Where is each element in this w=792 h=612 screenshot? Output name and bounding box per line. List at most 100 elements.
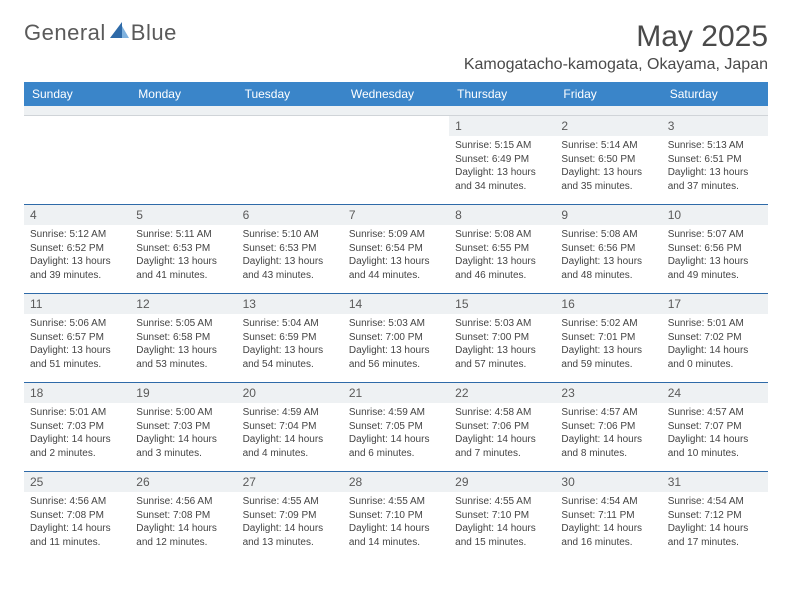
sunset-line: Sunset: 7:03 PM <box>30 420 124 434</box>
sunset-line: Sunset: 7:11 PM <box>561 509 655 523</box>
calendar-cell: 12Sunrise: 5:05 AMSunset: 6:58 PMDayligh… <box>130 294 236 382</box>
sunset-line: Sunset: 7:00 PM <box>349 331 443 345</box>
day-number: 12 <box>130 294 236 314</box>
calendar-week: 4 Sunrise: 5:12 AMSunset: 6:52 PM Daylight… <box>24 205 768 294</box>
sunset-line: Sunset: 6:56 PM <box>668 242 762 256</box>
daylight-line-2: and 59 minutes. <box>561 358 655 372</box>
sunrise-line: Sunrise: 5:15 AM <box>455 139 549 153</box>
daylight-line-1: Daylight: 13 hours <box>243 255 337 269</box>
daylight-line-1: Daylight: 14 hours <box>30 522 124 536</box>
day-number: 2 <box>555 116 661 136</box>
calendar-cell: 5Sunrise: 5:11 AMSunset: 6:53 PMDaylight… <box>130 205 236 293</box>
sunset-line: Sunset: 7:09 PM <box>243 509 337 523</box>
calendar-cell: . <box>130 116 236 204</box>
weekday-header: Sunday Monday Tuesday Wednesday Thursday… <box>24 82 768 106</box>
day-number: 21 <box>343 383 449 403</box>
sunrise-line: Sunrise: 4:55 AM <box>243 495 337 509</box>
daylight-line-2: and 12 minutes. <box>136 536 230 550</box>
calendar-cell: 18Sunrise: 5:01 AMSunset: 7:03 PMDayligh… <box>24 383 130 471</box>
month-title: May 2025 <box>464 20 768 54</box>
calendar-week: 25Sunrise: 4:56 AMSunset: 7:08 PMDayligh… <box>24 472 768 560</box>
day-number: 24 <box>662 383 768 403</box>
day-number: 14 <box>343 294 449 314</box>
calendar-cell: 19Sunrise: 5:00 AMSunset: 7:03 PMDayligh… <box>130 383 236 471</box>
daylight-line-1: Daylight: 14 hours <box>455 522 549 536</box>
daylight-line-2: and 57 minutes. <box>455 358 549 372</box>
daylight-line-1: Daylight: 13 hours <box>349 255 443 269</box>
sunset-line: Sunset: 7:00 PM <box>455 331 549 345</box>
sunrise-line: Sunrise: 5:02 AM <box>561 317 655 331</box>
daylight-line-2: and 54 minutes. <box>243 358 337 372</box>
daylight-line-1: Daylight: 13 hours <box>243 344 337 358</box>
calendar-cell: 25Sunrise: 4:56 AMSunset: 7:08 PMDayligh… <box>24 472 130 560</box>
day-number: 17 <box>662 294 768 314</box>
calendar-cell: 20Sunrise: 4:59 AMSunset: 7:04 PMDayligh… <box>237 383 343 471</box>
weekday-mon: Monday <box>130 82 236 106</box>
calendar-cell: 14Sunrise: 5:03 AMSunset: 7:00 PMDayligh… <box>343 294 449 382</box>
sunrise-line: Sunrise: 4:59 AM <box>243 406 337 420</box>
calendar-cell: 16Sunrise: 5:02 AMSunset: 7:01 PMDayligh… <box>555 294 661 382</box>
calendar-cell: . <box>343 116 449 204</box>
sunrise-line: Sunrise: 4:57 AM <box>668 406 762 420</box>
sunset-line: Sunset: 7:03 PM <box>136 420 230 434</box>
calendar-cell: 27Sunrise: 4:55 AMSunset: 7:09 PMDayligh… <box>237 472 343 560</box>
day-number: 8 <box>449 205 555 225</box>
day-number: 30 <box>555 472 661 492</box>
daylight-line-1: Daylight: 13 hours <box>561 344 655 358</box>
calendar-cell: 15Sunrise: 5:03 AMSunset: 7:00 PMDayligh… <box>449 294 555 382</box>
day-number: 16 <box>555 294 661 314</box>
calendar: Sunday Monday Tuesday Wednesday Thursday… <box>24 82 768 560</box>
calendar-cell: 1Sunrise: 5:15 AMSunset: 6:49 PMDaylight… <box>449 116 555 204</box>
sunset-line: Sunset: 7:12 PM <box>668 509 762 523</box>
sunrise-line: Sunrise: 4:55 AM <box>349 495 443 509</box>
sunrise-line: Sunrise: 5:05 AM <box>136 317 230 331</box>
daylight-line-1: Daylight: 13 hours <box>455 344 549 358</box>
daylight-line-1: Daylight: 13 hours <box>455 166 549 180</box>
day-number: 28 <box>343 472 449 492</box>
sunrise-line: Sunrise: 5:12 AM <box>30 228 124 242</box>
sunset-line: Sunset: 7:02 PM <box>668 331 762 345</box>
daylight-line-1: Daylight: 14 hours <box>561 522 655 536</box>
calendar-cell: 31Sunrise: 4:54 AMSunset: 7:12 PMDayligh… <box>662 472 768 560</box>
daylight-line-1: Daylight: 14 hours <box>349 433 443 447</box>
daylight-line-2: and 4 minutes. <box>243 447 337 461</box>
sunset-line: Sunset: 6:53 PM <box>136 242 230 256</box>
daylight-line-2: and 17 minutes. <box>668 536 762 550</box>
sunrise-line: Sunrise: 5:03 AM <box>349 317 443 331</box>
day-number: 7 <box>343 205 449 225</box>
location: Kamogatacho-kamogata, Okayama, Japan <box>464 56 768 74</box>
day-number: 11 <box>24 294 130 314</box>
logo-text-general: General <box>24 20 106 46</box>
day-number: 22 <box>449 383 555 403</box>
calendar-cell: 2Sunrise: 5:14 AMSunset: 6:50 PMDaylight… <box>555 116 661 204</box>
daylight-line-2: and 34 minutes. <box>455 180 549 194</box>
logo: General Blue <box>24 20 177 46</box>
calendar-cell: 26Sunrise: 4:56 AMSunset: 7:08 PMDayligh… <box>130 472 236 560</box>
day-number: 20 <box>237 383 343 403</box>
calendar-cell: 3Sunrise: 5:13 AMSunset: 6:51 PMDaylight… <box>662 116 768 204</box>
daylight-line-2: and 2 minutes. <box>30 447 124 461</box>
weekday-wed: Wednesday <box>343 82 449 106</box>
daylight-line-1: Daylight: 14 hours <box>30 433 124 447</box>
day-number: 19 <box>130 383 236 403</box>
daylight-line-1: Daylight: 13 hours <box>668 166 762 180</box>
daylight-line-1: Daylight: 13 hours <box>136 344 230 358</box>
title-block: May 2025 Kamogatacho-kamogata, Okayama, … <box>464 20 768 74</box>
sunset-line: Sunset: 6:53 PM <box>243 242 337 256</box>
sunset-line: Sunset: 7:08 PM <box>30 509 124 523</box>
day-number: 10 <box>662 205 768 225</box>
sunrise-line: Sunrise: 5:01 AM <box>668 317 762 331</box>
calendar-cell: 8Sunrise: 5:08 AMSunset: 6:55 PMDaylight… <box>449 205 555 293</box>
daylight-line-2: and 53 minutes. <box>136 358 230 372</box>
sunset-line: Sunset: 7:05 PM <box>349 420 443 434</box>
sunset-line: Sunset: 6:55 PM <box>455 242 549 256</box>
daylight-line-2: and 44 minutes. <box>349 269 443 283</box>
calendar-cell: 23Sunrise: 4:57 AMSunset: 7:06 PMDayligh… <box>555 383 661 471</box>
day-number: 4 <box>24 205 130 225</box>
sunset-line: Sunset: 6:52 PM <box>30 242 124 256</box>
daylight-line-1: Daylight: 14 hours <box>243 522 337 536</box>
sunrise-line: Sunrise: 5:06 AM <box>30 317 124 331</box>
header-spacer <box>24 106 768 116</box>
daylight-line-1: Daylight: 14 hours <box>668 522 762 536</box>
sunset-line: Sunset: 6:56 PM <box>561 242 655 256</box>
